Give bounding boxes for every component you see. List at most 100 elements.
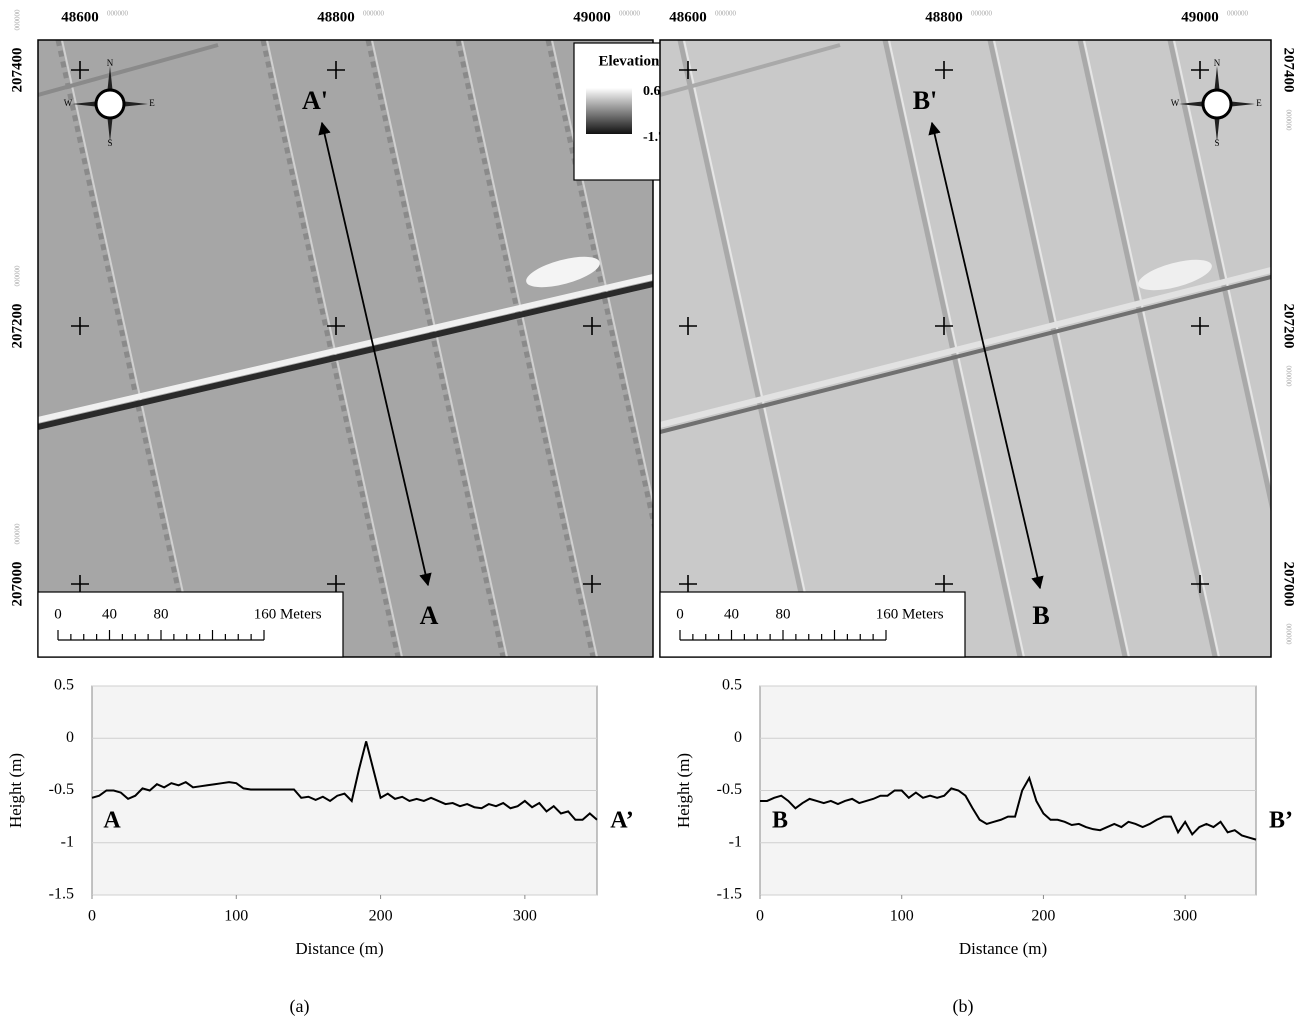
coordinate-suffix: 000000 xyxy=(14,9,22,31)
coordinate-suffix: 000000 xyxy=(1284,366,1292,388)
x-tick-label: 100 xyxy=(890,908,914,925)
caption: (a) xyxy=(290,996,310,1017)
grid-cross xyxy=(1191,575,1209,593)
compass-letter: S xyxy=(1214,138,1219,148)
end-label: B’ xyxy=(1269,808,1293,834)
legend-gradient xyxy=(586,88,632,134)
scale-label: 40 xyxy=(102,606,117,622)
scale-label: 80 xyxy=(776,606,791,622)
y-tick-label: 0.5 xyxy=(722,677,742,694)
ditch xyxy=(677,40,818,657)
ditch xyxy=(38,43,219,97)
grid-cross xyxy=(1191,317,1209,335)
y-axis-label: Height (m) xyxy=(6,753,25,828)
scale-label: 0 xyxy=(54,606,62,622)
compass-letter: E xyxy=(1256,98,1262,108)
x-tick-label: 300 xyxy=(1173,908,1197,925)
x-tick-label: 0 xyxy=(756,908,764,925)
mound xyxy=(526,256,600,288)
mound xyxy=(1138,259,1212,291)
x-coordinate: 48600 xyxy=(669,9,707,25)
grid-cross xyxy=(679,317,697,335)
y-coordinate: 207000 xyxy=(1281,562,1297,607)
x-tick-label: 200 xyxy=(369,908,393,925)
x-coordinate: 48600 xyxy=(61,9,99,25)
coordinate-suffix: 000000 xyxy=(1227,10,1249,18)
caption: (b) xyxy=(953,996,974,1017)
ditch xyxy=(1167,40,1271,514)
scale-label: 160 Meters xyxy=(254,606,322,622)
compass-ring xyxy=(1201,88,1233,120)
grid-cross xyxy=(583,575,601,593)
compass-ring xyxy=(94,88,126,120)
coordinate-suffix: 000000 xyxy=(14,265,22,287)
y-tick-label: -1.5 xyxy=(49,886,74,903)
y-tick-label: -1 xyxy=(61,833,74,850)
ditch-edge xyxy=(683,40,820,657)
scale-label: 40 xyxy=(724,606,739,622)
start-label: B xyxy=(772,808,788,834)
profile-end-label: A' xyxy=(302,86,328,115)
coordinate-suffix: 000000 xyxy=(14,523,22,545)
x-axis-label: Distance (m) xyxy=(959,939,1047,958)
x-coordinate: 48800 xyxy=(317,9,355,25)
compass-letter: W xyxy=(1171,98,1180,108)
ditch xyxy=(660,43,841,97)
scale-box xyxy=(659,591,966,658)
grid-cross xyxy=(71,317,89,335)
grid-cross xyxy=(71,575,89,593)
x-tick-label: 200 xyxy=(1031,908,1055,925)
y-tick-label: 0 xyxy=(734,729,742,746)
y-coordinate: 207400 xyxy=(9,48,25,93)
grid-cross xyxy=(327,61,345,79)
compass-letter: N xyxy=(107,58,114,68)
end-label: A’ xyxy=(610,808,634,834)
compass-letter: W xyxy=(64,98,73,108)
x-coordinate: 49000 xyxy=(573,9,611,25)
ditch xyxy=(1077,40,1218,657)
map-frame xyxy=(37,39,654,658)
y-coordinate: 207400 xyxy=(1281,48,1297,93)
coordinate-suffix: 000000 xyxy=(1284,110,1292,132)
profile-end-label: B' xyxy=(913,86,938,115)
profile-start-label: B xyxy=(1032,601,1049,630)
profile-line xyxy=(928,121,1044,590)
coordinate-suffix: 000000 xyxy=(619,10,641,18)
scale-bar xyxy=(57,630,265,641)
coordinate-suffix: 000000 xyxy=(363,10,385,18)
compass-letter: S xyxy=(107,138,112,148)
profile-start-label: A xyxy=(420,601,439,630)
scale-bar xyxy=(679,630,887,641)
compass-letter: E xyxy=(149,98,155,108)
grid-cross xyxy=(71,61,89,79)
compass-letter: N xyxy=(1214,58,1221,68)
profile-line xyxy=(760,775,1257,841)
x-tick-label: 300 xyxy=(513,908,537,925)
x-tick-label: 100 xyxy=(224,908,248,925)
y-axis-label: Height (m) xyxy=(674,753,693,828)
grid-cross xyxy=(679,575,697,593)
profile-line xyxy=(318,121,432,587)
map xyxy=(660,40,1271,657)
ditch-edge xyxy=(1083,40,1220,657)
scale-label: 0 xyxy=(676,606,684,622)
grid-cross xyxy=(679,61,697,79)
x-tick-label: 0 xyxy=(88,908,96,925)
scale-box xyxy=(37,591,344,658)
grid-cross xyxy=(935,61,953,79)
scale-label: 160 Meters xyxy=(876,606,944,622)
ditch-edge xyxy=(1173,40,1271,489)
coordinate-suffix: 000000 xyxy=(971,10,993,18)
y-tick-label: -0.5 xyxy=(717,781,742,798)
coordinate-suffix: 000000 xyxy=(715,10,737,18)
profile-line xyxy=(91,741,598,821)
y-tick-label: -1.5 xyxy=(717,886,742,903)
grid-cross xyxy=(1191,61,1209,79)
y-coordinate: 207200 xyxy=(1281,304,1297,349)
x-axis-label: Distance (m) xyxy=(295,939,383,958)
x-coordinate: 48800 xyxy=(925,9,963,25)
coordinate-suffix: 000000 xyxy=(107,10,129,18)
y-coordinate: 207200 xyxy=(9,304,25,349)
grid-cross xyxy=(583,317,601,335)
